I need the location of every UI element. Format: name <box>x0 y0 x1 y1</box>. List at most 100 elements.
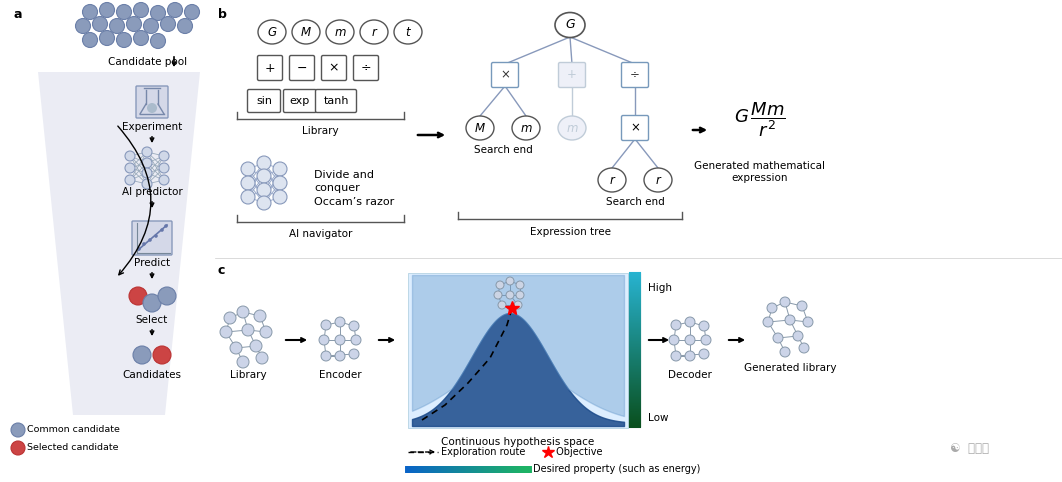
Text: Search end: Search end <box>474 145 532 155</box>
Text: Expression tree: Expression tree <box>530 227 611 237</box>
Circle shape <box>773 333 783 343</box>
FancyBboxPatch shape <box>354 55 378 80</box>
Circle shape <box>671 320 681 330</box>
Circle shape <box>273 176 287 190</box>
Circle shape <box>799 343 809 353</box>
Text: Common candidate: Common candidate <box>27 426 120 434</box>
Text: Candidate pool: Candidate pool <box>108 57 187 67</box>
FancyBboxPatch shape <box>132 221 172 255</box>
Circle shape <box>75 18 90 34</box>
Circle shape <box>241 176 255 190</box>
Circle shape <box>498 301 506 309</box>
Circle shape <box>168 2 183 17</box>
Circle shape <box>273 162 287 176</box>
Text: m: m <box>335 26 346 39</box>
Circle shape <box>142 168 152 178</box>
Text: r: r <box>610 174 615 187</box>
Circle shape <box>335 351 345 361</box>
Circle shape <box>780 297 790 307</box>
Text: b: b <box>218 8 227 21</box>
Circle shape <box>237 356 249 368</box>
Circle shape <box>133 346 151 364</box>
Circle shape <box>785 315 795 325</box>
Text: a: a <box>14 8 22 21</box>
Circle shape <box>159 175 169 185</box>
Circle shape <box>92 16 107 31</box>
Text: AI navigator: AI navigator <box>289 229 353 239</box>
Text: Exploration route: Exploration route <box>441 447 526 457</box>
Circle shape <box>506 277 514 285</box>
Circle shape <box>125 175 135 185</box>
Ellipse shape <box>466 116 494 140</box>
Circle shape <box>134 30 149 45</box>
Circle shape <box>514 301 523 309</box>
Circle shape <box>11 423 25 437</box>
Circle shape <box>349 321 359 331</box>
Circle shape <box>335 335 345 345</box>
Text: Library: Library <box>229 370 267 380</box>
Circle shape <box>126 16 141 31</box>
Circle shape <box>160 16 175 31</box>
Circle shape <box>125 163 135 173</box>
Circle shape <box>516 281 524 289</box>
Circle shape <box>273 190 287 204</box>
Ellipse shape <box>326 20 354 44</box>
Text: Selected candidate: Selected candidate <box>27 443 119 453</box>
Circle shape <box>142 242 145 246</box>
Text: Occam’s razor: Occam’s razor <box>314 197 394 207</box>
Text: conquer: conquer <box>314 183 360 193</box>
Circle shape <box>154 234 158 238</box>
Text: Experiment: Experiment <box>122 122 182 132</box>
Text: Desired property (such as energy): Desired property (such as energy) <box>533 464 700 474</box>
Text: High: High <box>648 283 672 293</box>
Circle shape <box>671 351 681 361</box>
Circle shape <box>685 351 695 361</box>
Circle shape <box>165 224 168 228</box>
Circle shape <box>699 321 709 331</box>
Circle shape <box>149 238 152 242</box>
Circle shape <box>237 306 249 318</box>
Polygon shape <box>38 72 200 415</box>
Circle shape <box>763 317 773 327</box>
Circle shape <box>257 169 271 183</box>
FancyBboxPatch shape <box>492 63 518 88</box>
Circle shape <box>319 335 329 345</box>
Ellipse shape <box>558 116 586 140</box>
Circle shape <box>241 190 255 204</box>
Circle shape <box>100 30 115 45</box>
Text: Search end: Search end <box>605 197 665 207</box>
Circle shape <box>260 326 272 338</box>
Circle shape <box>160 228 164 232</box>
Circle shape <box>151 34 166 49</box>
Text: Low: Low <box>648 413 668 423</box>
Circle shape <box>159 151 169 161</box>
Ellipse shape <box>598 168 626 192</box>
Circle shape <box>142 158 152 168</box>
Text: G: G <box>565 18 575 31</box>
Text: Library: Library <box>303 126 339 136</box>
Text: m: m <box>566 121 578 134</box>
Circle shape <box>516 291 524 299</box>
Text: tanh: tanh <box>323 96 348 106</box>
Text: Generated mathematical
expression: Generated mathematical expression <box>695 161 825 183</box>
Text: M: M <box>475 121 485 134</box>
Circle shape <box>685 317 695 327</box>
Circle shape <box>352 335 361 345</box>
Text: Predict: Predict <box>134 258 170 268</box>
Circle shape <box>147 103 157 113</box>
Circle shape <box>335 317 345 327</box>
Text: Select: Select <box>136 315 168 325</box>
FancyBboxPatch shape <box>559 63 585 88</box>
Circle shape <box>685 335 695 345</box>
FancyBboxPatch shape <box>136 86 168 118</box>
Text: m: m <box>520 121 532 134</box>
Circle shape <box>159 163 169 173</box>
Circle shape <box>242 324 254 336</box>
FancyBboxPatch shape <box>284 90 316 112</box>
Circle shape <box>83 4 98 19</box>
Text: r: r <box>655 174 661 187</box>
FancyBboxPatch shape <box>621 116 649 140</box>
Circle shape <box>669 335 679 345</box>
Circle shape <box>117 4 132 19</box>
Circle shape <box>137 247 141 251</box>
